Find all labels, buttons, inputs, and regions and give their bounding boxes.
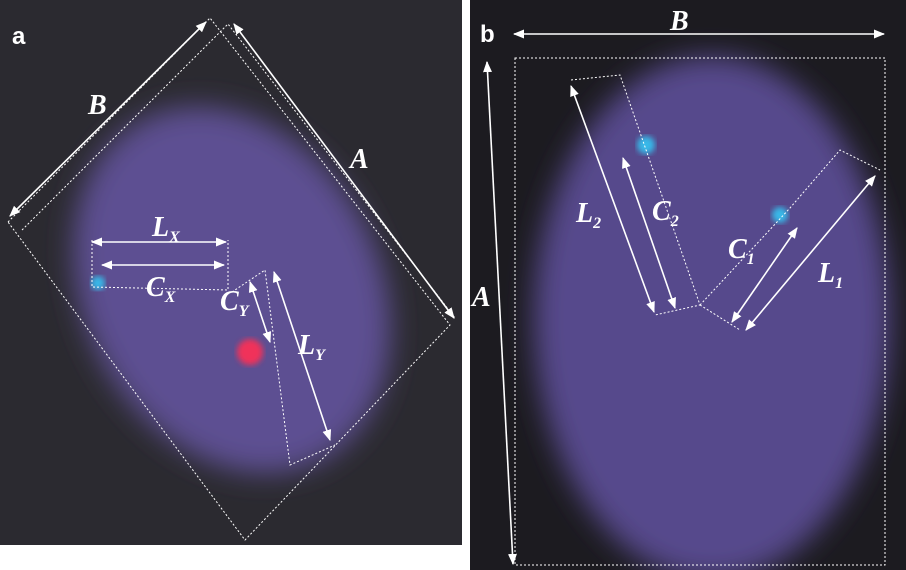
- annotation-text: L: [297, 330, 315, 361]
- annotation-text: B: [669, 6, 689, 37]
- annotation: A: [470, 282, 491, 313]
- annotation-sub: 1: [835, 275, 843, 292]
- panel-label: a: [12, 23, 26, 50]
- annotation-text: A: [348, 144, 369, 175]
- annotation-sub: X: [164, 289, 176, 306]
- panel-label: b: [480, 21, 495, 48]
- annotation-text: C: [728, 234, 747, 265]
- annotation-sub: 2: [670, 213, 679, 230]
- panel-a: [0, 0, 462, 545]
- annotation-text: C: [652, 196, 671, 227]
- annotation: A: [348, 144, 369, 175]
- figure: aBALXCXCYLYbBAL2C2C1L1: [0, 0, 906, 570]
- annotation-text: L: [817, 258, 835, 289]
- annotation-text: C: [146, 272, 165, 303]
- annotation: B: [87, 90, 107, 121]
- annotation-text: L: [575, 198, 593, 229]
- annotation-text: L: [151, 212, 169, 243]
- annotation-sub: Y: [315, 347, 326, 364]
- annotation: B: [669, 6, 689, 37]
- annotation-sub: Y: [239, 303, 250, 320]
- annotation-sub: 2: [592, 215, 601, 232]
- annotation-sub: X: [168, 229, 180, 246]
- annotation-sub: 1: [747, 251, 755, 268]
- annotation-text: A: [470, 282, 491, 313]
- annotation-text: C: [220, 286, 239, 317]
- annotation-text: B: [87, 90, 107, 121]
